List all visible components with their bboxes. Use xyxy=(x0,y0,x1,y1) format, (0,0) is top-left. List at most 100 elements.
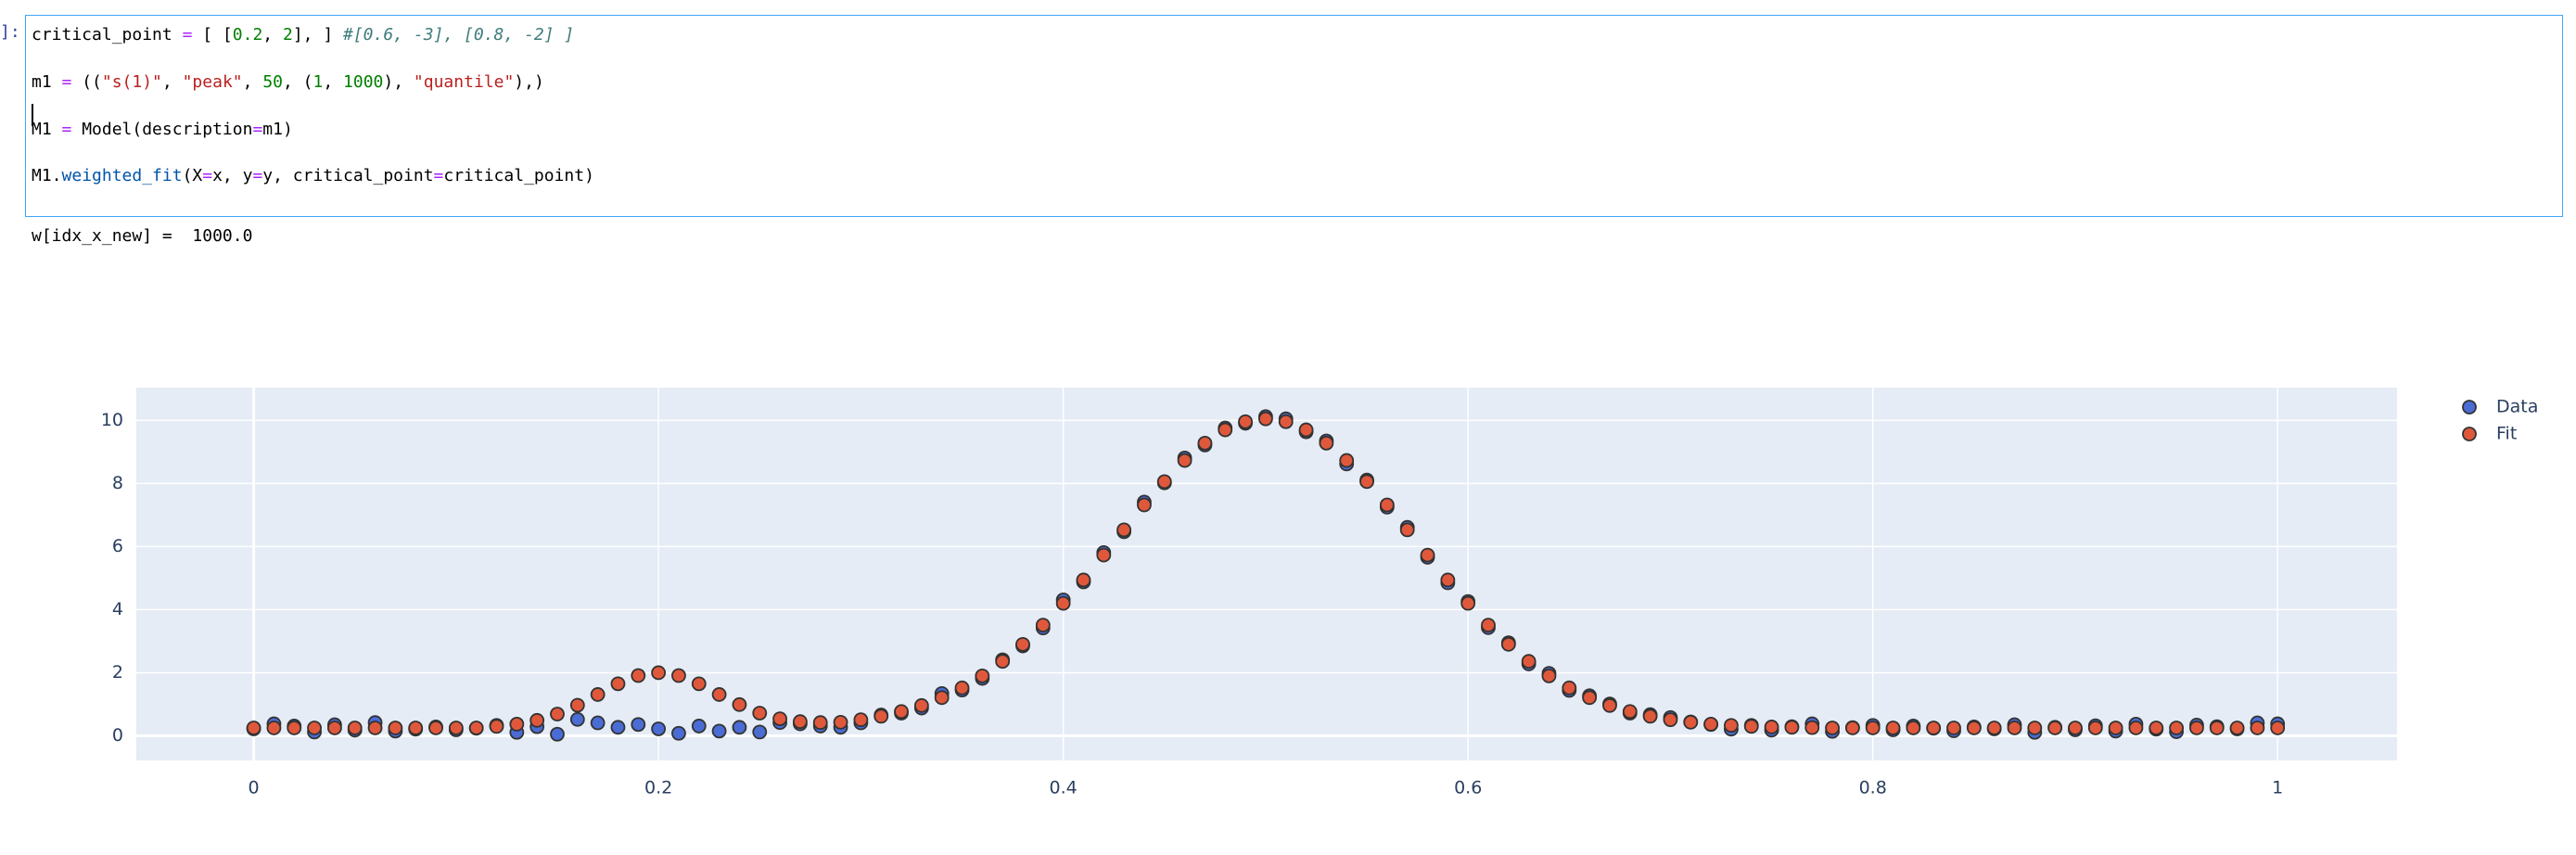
marker xyxy=(326,721,342,735)
marker xyxy=(752,724,768,740)
marker xyxy=(1055,595,1071,611)
marker xyxy=(246,721,261,735)
y-tick-label: 4 xyxy=(112,599,123,619)
marker xyxy=(367,721,383,735)
marker xyxy=(772,711,787,727)
marker xyxy=(1440,572,1456,588)
marker xyxy=(833,714,848,730)
code-token: Model(description xyxy=(71,120,253,139)
code-token: x, y xyxy=(212,166,253,185)
marker xyxy=(874,708,889,724)
marker xyxy=(509,716,525,732)
x-tick-label: 0.4 xyxy=(1050,778,1078,798)
code-token: (X xyxy=(182,166,203,185)
marker xyxy=(428,721,443,735)
marker xyxy=(2108,721,2123,735)
code-token: = xyxy=(433,166,444,185)
code-token: = xyxy=(252,166,263,185)
x-tick-label: 1 xyxy=(2272,778,2283,798)
marker xyxy=(691,719,707,734)
marker xyxy=(1156,474,1172,490)
marker xyxy=(812,715,828,731)
marker xyxy=(1218,422,1233,438)
code-token: ], ] xyxy=(292,25,343,45)
code-token: critical_point) xyxy=(443,166,594,185)
marker xyxy=(550,707,565,721)
marker xyxy=(732,696,747,712)
code-token: ), xyxy=(383,72,414,92)
marker xyxy=(1926,721,1942,735)
marker xyxy=(1420,547,1435,563)
marker xyxy=(894,704,909,720)
marker xyxy=(1500,636,1516,652)
marker xyxy=(1278,414,1294,429)
code-token: , xyxy=(242,72,263,92)
marker xyxy=(1197,435,1213,451)
code-token: = xyxy=(182,25,193,45)
code-token: "peak" xyxy=(182,72,243,92)
marker xyxy=(2128,721,2144,735)
marker xyxy=(569,697,585,713)
marker xyxy=(590,687,606,702)
code-token: m1 xyxy=(32,72,62,92)
code-cell[interactable]: critical_point = [ [0.2, 2], ] #[0.6, -3… xyxy=(25,15,2563,217)
code-token: "s(1)" xyxy=(101,72,162,92)
code-token: 50 xyxy=(262,72,283,92)
code-line: critical_point = [ [0.2, 2], ] #[0.6, -3… xyxy=(32,25,574,45)
legend-label: Fit xyxy=(2496,424,2517,444)
marker xyxy=(1541,668,1557,683)
x-tick-label: 0 xyxy=(249,778,260,798)
cell-prompt: ]: xyxy=(0,22,20,42)
marker xyxy=(1946,721,1961,735)
code-token: , xyxy=(262,25,283,45)
code-token: 1000 xyxy=(343,72,384,92)
marker xyxy=(1460,595,1476,611)
code-token: weighted_fit xyxy=(61,166,183,185)
marker xyxy=(1258,411,1273,427)
text-cursor xyxy=(32,104,33,126)
legend-marker xyxy=(2462,400,2477,415)
marker xyxy=(1784,720,1800,735)
marker xyxy=(1137,497,1152,513)
marker xyxy=(934,690,950,706)
marker xyxy=(1683,714,1699,730)
code-line: M1.weighted_fit(X=x, y=y, critical_point… xyxy=(32,166,594,185)
marker xyxy=(954,680,970,695)
marker xyxy=(610,676,626,692)
x-tick-label: 0.6 xyxy=(1454,778,1482,798)
marker xyxy=(1076,572,1091,588)
marker xyxy=(347,721,363,735)
marker xyxy=(691,676,707,692)
marker xyxy=(1804,720,1820,735)
marker xyxy=(752,706,768,721)
marker xyxy=(1582,690,1598,706)
marker xyxy=(975,668,990,683)
marker xyxy=(732,720,747,735)
marker xyxy=(1359,474,1374,490)
code-token: m1) xyxy=(262,120,293,139)
marker xyxy=(1966,721,1982,735)
marker xyxy=(2189,721,2204,735)
y-tick-label: 6 xyxy=(112,536,123,556)
marker xyxy=(1015,636,1030,652)
marker xyxy=(671,668,686,683)
code-token: , xyxy=(161,72,183,92)
marker xyxy=(1339,453,1355,468)
marker xyxy=(1116,522,1132,538)
cell-output: w[idx_x_new] = 1000.0 xyxy=(32,226,253,246)
marker xyxy=(1885,721,1901,735)
marker xyxy=(1035,618,1051,632)
marker xyxy=(1743,719,1759,734)
marker xyxy=(1663,712,1678,728)
marker xyxy=(1399,522,1415,538)
code-token: 2 xyxy=(282,25,293,45)
marker xyxy=(1622,704,1638,720)
marker xyxy=(1238,414,1253,429)
marker xyxy=(1865,721,1881,735)
marker xyxy=(448,721,464,735)
marker xyxy=(287,721,302,735)
marker xyxy=(1319,435,1334,451)
marker xyxy=(1521,654,1537,670)
code-token: y, critical_point xyxy=(262,166,434,185)
marker xyxy=(793,714,808,730)
